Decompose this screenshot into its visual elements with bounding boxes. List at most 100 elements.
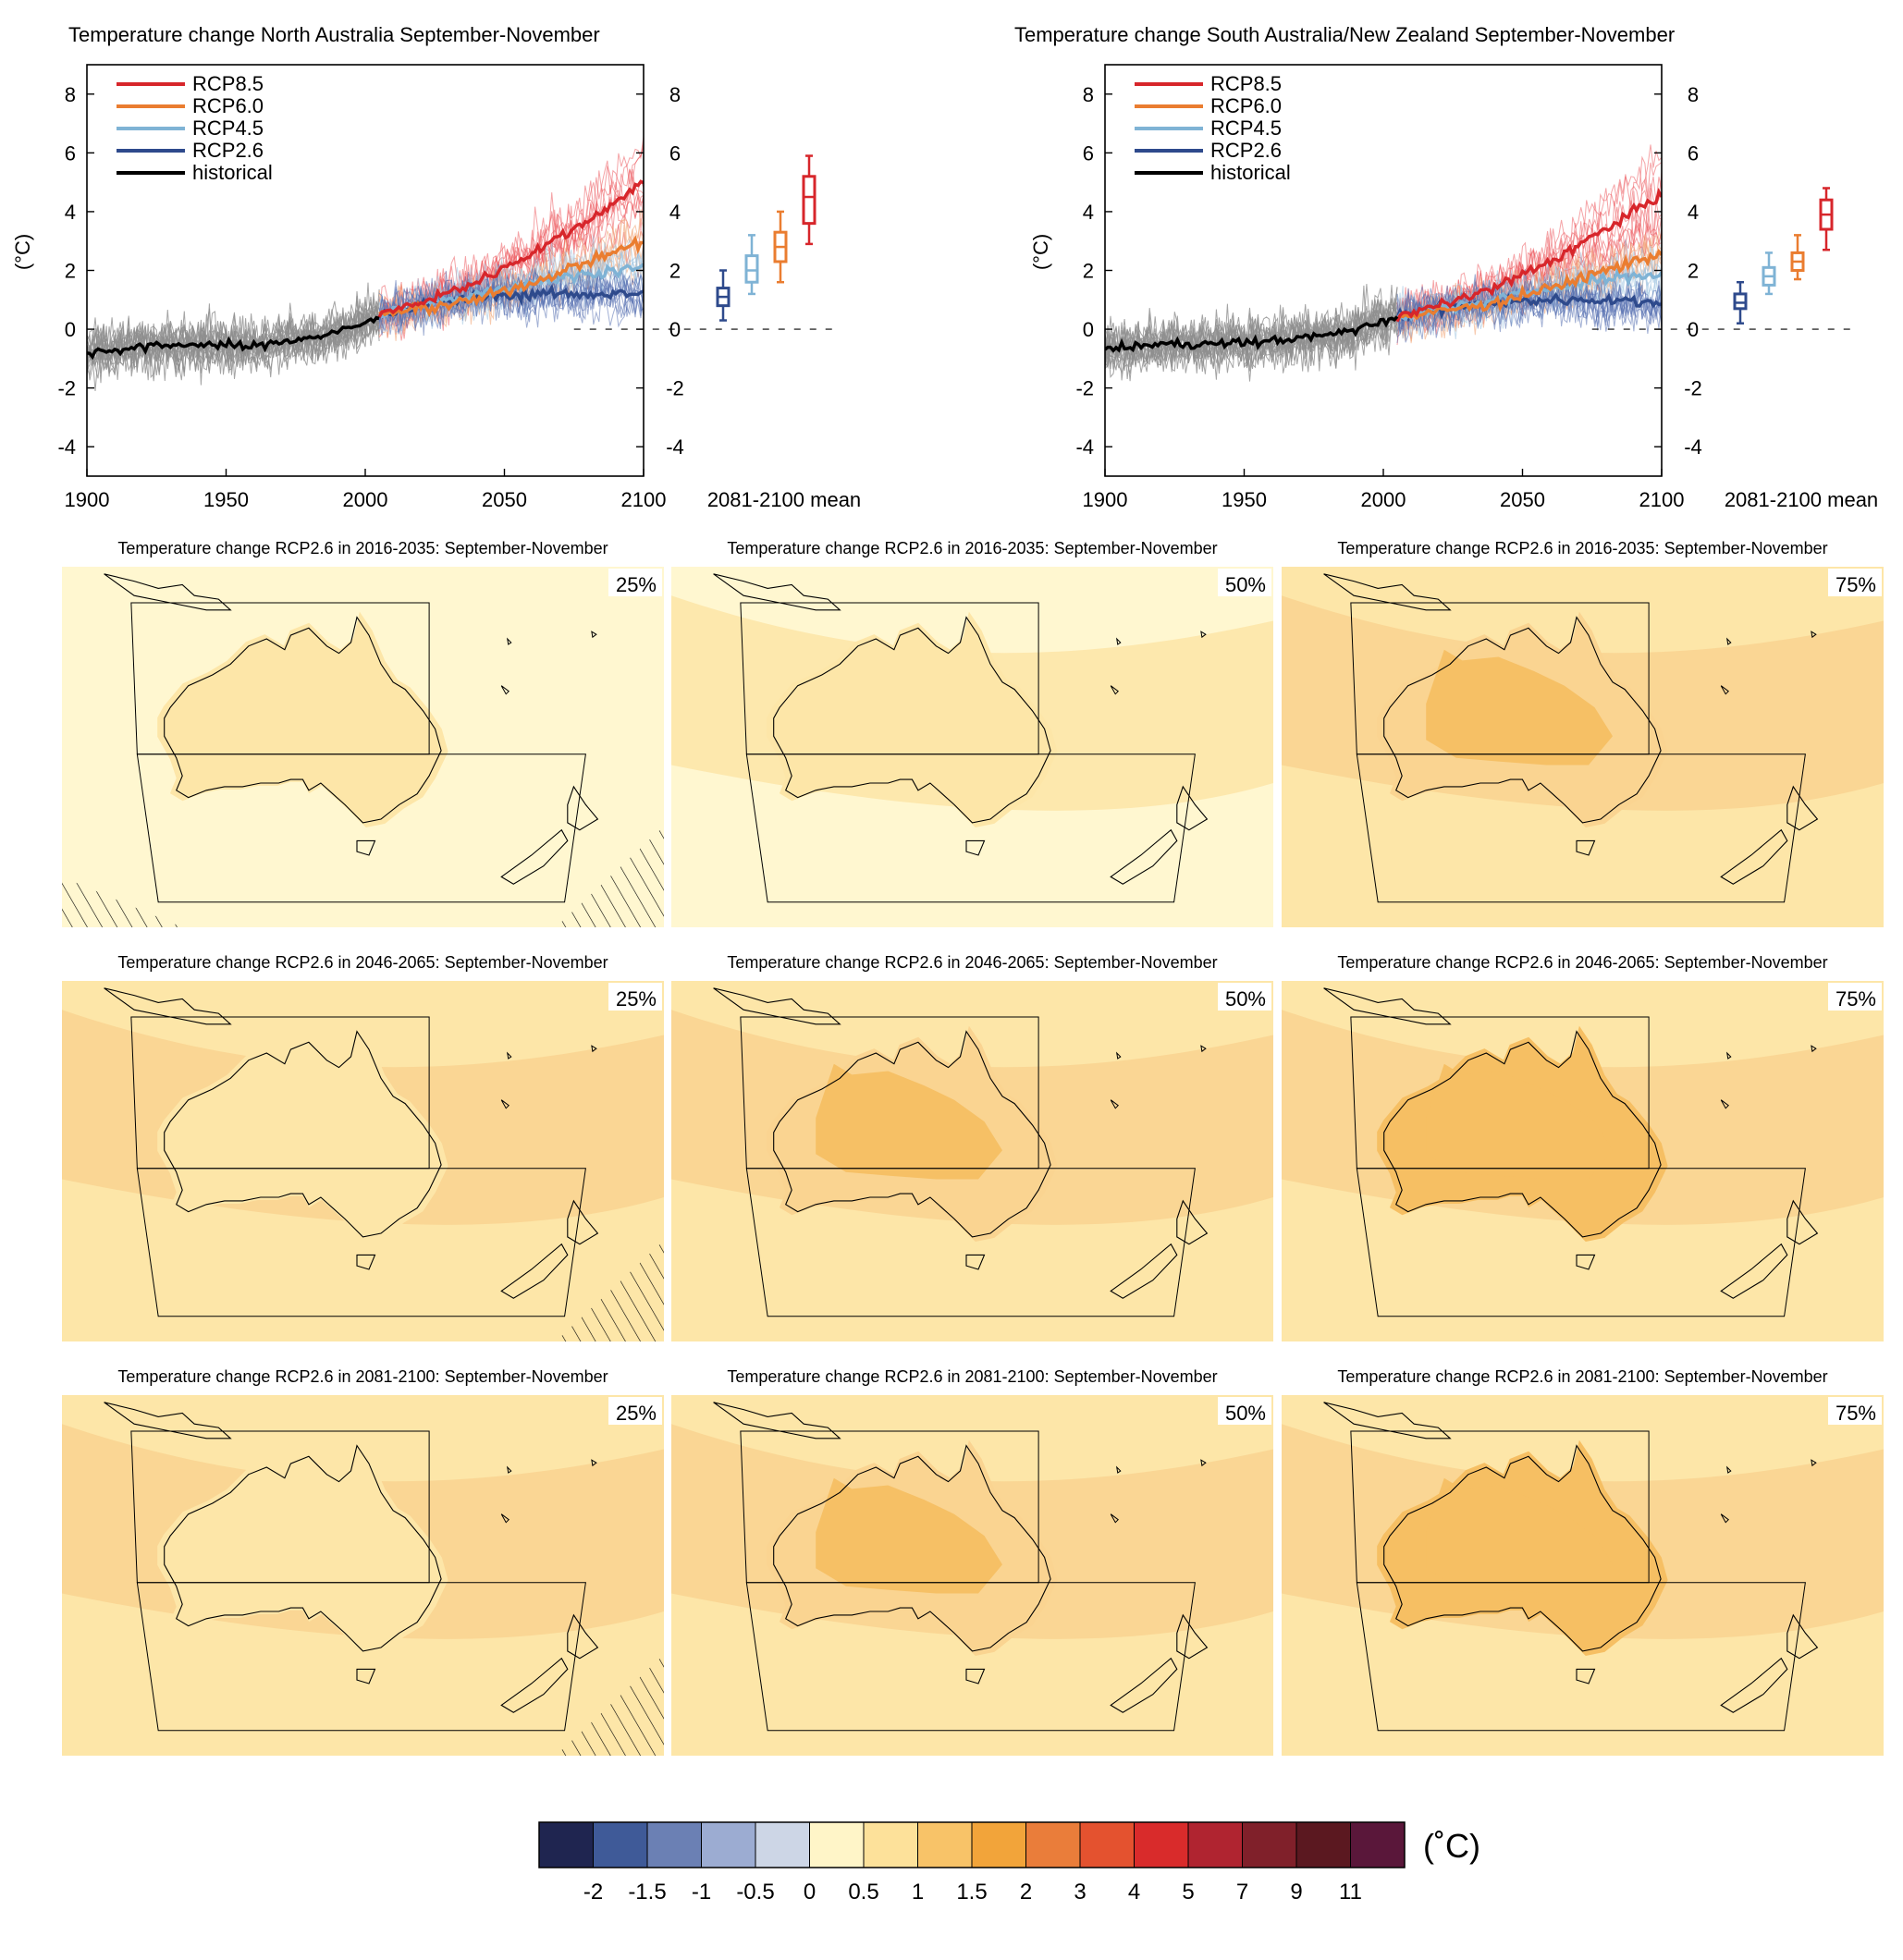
box-rcp85 — [802, 175, 816, 226]
chart-title: Temperature change South Australia/New Z… — [1014, 23, 1675, 46]
series-line-rcp60 — [1395, 248, 1662, 321]
pacific-islands — [1720, 1459, 1817, 1524]
x-tick-label: 2100 — [621, 488, 667, 511]
region-box-south — [136, 1582, 586, 1732]
australia-coastline — [1383, 616, 1662, 824]
historical-member — [1105, 300, 1398, 382]
series-line-historical — [1105, 315, 1399, 353]
percentile-badge: 25% — [616, 1402, 657, 1425]
land-core — [1426, 649, 1613, 766]
y-tick-label: 4 — [1083, 201, 1094, 224]
nz-south-coastline — [1110, 1657, 1178, 1713]
png-coastline — [713, 1402, 841, 1439]
chart-title: Temperature change North Australia Septe… — [68, 23, 600, 46]
colorbar-tick-label: 7 — [1236, 1880, 1248, 1905]
colorbar-swatch — [755, 1821, 810, 1868]
nz-north-coastline — [567, 785, 599, 831]
percentile-badge-bg — [1828, 1397, 1882, 1425]
y-tick-label: -2 — [1075, 377, 1094, 400]
pacific-islands — [500, 1459, 597, 1524]
y-tick-label-right: -2 — [666, 377, 684, 400]
colorbar-frame — [538, 1821, 1406, 1868]
colorbar-tick-label: -2 — [583, 1880, 603, 1905]
land-field — [157, 1025, 448, 1242]
map-panel-r1-c1: Temperature change RCP2.6 in 2046-2065: … — [671, 953, 1273, 1341]
y-tick-label: 6 — [1083, 141, 1094, 165]
colorbar-swatch — [1350, 1821, 1406, 1868]
colorbar-tick-label: -0.5 — [736, 1880, 774, 1905]
png-coastline — [1323, 1402, 1452, 1439]
colorbar-swatch — [809, 1821, 865, 1868]
colorbar-swatch — [646, 1821, 702, 1868]
nz-north-coastline — [1786, 1199, 1819, 1245]
scenario-member-rcp85 — [378, 141, 644, 325]
map-panel-r0-c1: Temperature change RCP2.6 in 2016-2035: … — [671, 539, 1273, 927]
colorbar-tick-label: 1 — [912, 1880, 924, 1905]
tasmania-coastline — [356, 839, 376, 856]
y-tick-label: 2 — [1083, 260, 1094, 283]
map-panel-r2-c1: Temperature change RCP2.6 in 2081-2100: … — [671, 1367, 1273, 1756]
timeseries-south-australia-nz: Temperature change South Australia/New Z… — [1014, 23, 1878, 511]
y-tick-label: 8 — [1083, 83, 1094, 106]
legend-label: RCP2.6 — [192, 139, 264, 162]
nz-north-coastline — [1176, 1613, 1209, 1660]
y-tick-label: -4 — [57, 435, 76, 459]
series-line-rcp26 — [378, 281, 644, 319]
colorbar-swatch — [1242, 1821, 1297, 1868]
pacific-islands — [500, 631, 597, 695]
region-box-south — [745, 1168, 1196, 1317]
legend-label: historical — [192, 161, 273, 184]
x-tick-label: 1900 — [65, 488, 110, 511]
colorbar-swatch — [971, 1821, 1026, 1868]
region-box-south — [136, 753, 586, 903]
australia-coastline — [164, 1444, 442, 1652]
nz-north-coastline — [567, 1613, 599, 1660]
tasmania-coastline — [356, 1668, 376, 1684]
region-box-south — [745, 753, 1196, 903]
colorbar-swatch — [701, 1821, 756, 1868]
scenario-member-rcp26 — [378, 266, 644, 327]
series-line-historical — [87, 315, 380, 361]
percentile-badge: 50% — [1225, 987, 1266, 1011]
australia-coastline — [773, 1030, 1051, 1238]
tasmania-coastline — [1576, 839, 1596, 856]
hatching — [62, 876, 183, 927]
colorbar-swatch — [593, 1821, 648, 1868]
nz-north-coastline — [1176, 785, 1209, 831]
y-tick-label-right: 8 — [669, 83, 681, 106]
y-tick-label: 4 — [65, 201, 76, 224]
region-box-south — [136, 1168, 586, 1317]
land-core — [1426, 1063, 1613, 1180]
percentile-badge-bg — [1218, 569, 1271, 596]
map-title: Temperature change RCP2.6 in 2016-2035: … — [727, 539, 1217, 557]
colorbar-tick-label: 0 — [804, 1880, 816, 1905]
percentile-badge-bg — [608, 983, 662, 1011]
legend-label: RCP8.5 — [1210, 72, 1282, 95]
map-panel-r1-c0: Temperature change RCP2.6 in 2046-2065: … — [62, 953, 664, 1341]
y-tick-label-right: 4 — [669, 201, 681, 224]
y-tick-label-right: 6 — [669, 141, 681, 165]
colorbar-swatch — [1134, 1821, 1189, 1868]
y-tick-label-right: -2 — [1684, 377, 1702, 400]
y-tick-label-right: 6 — [1688, 141, 1699, 165]
series-line-rcp26 — [1395, 291, 1662, 323]
y-tick-label-right: -4 — [666, 435, 684, 459]
tasmania-coastline — [965, 839, 986, 856]
colorbar-tick-label: -1.5 — [628, 1880, 666, 1905]
land-core — [1426, 1477, 1613, 1594]
map-title: Temperature change RCP2.6 in 2046-2065: … — [117, 953, 608, 972]
boxes-label: 2081-2100 mean — [1725, 488, 1878, 511]
legend-label: RCP2.6 — [1210, 139, 1282, 162]
y-tick-label-right: 8 — [1688, 83, 1699, 106]
colorbar-tick-label: 9 — [1290, 1880, 1302, 1905]
png-coastline — [1323, 987, 1452, 1025]
percentile-badge-bg — [1218, 983, 1271, 1011]
x-tick-label: 2100 — [1639, 488, 1685, 511]
png-coastline — [1323, 573, 1452, 611]
nz-south-coastline — [500, 1657, 569, 1713]
percentile-badge-bg — [608, 1397, 662, 1425]
map-panel-r0-c0: Temperature change RCP2.6 in 2016-2035: … — [62, 539, 664, 927]
axes-frame — [86, 64, 645, 477]
historical-member — [1105, 284, 1398, 373]
